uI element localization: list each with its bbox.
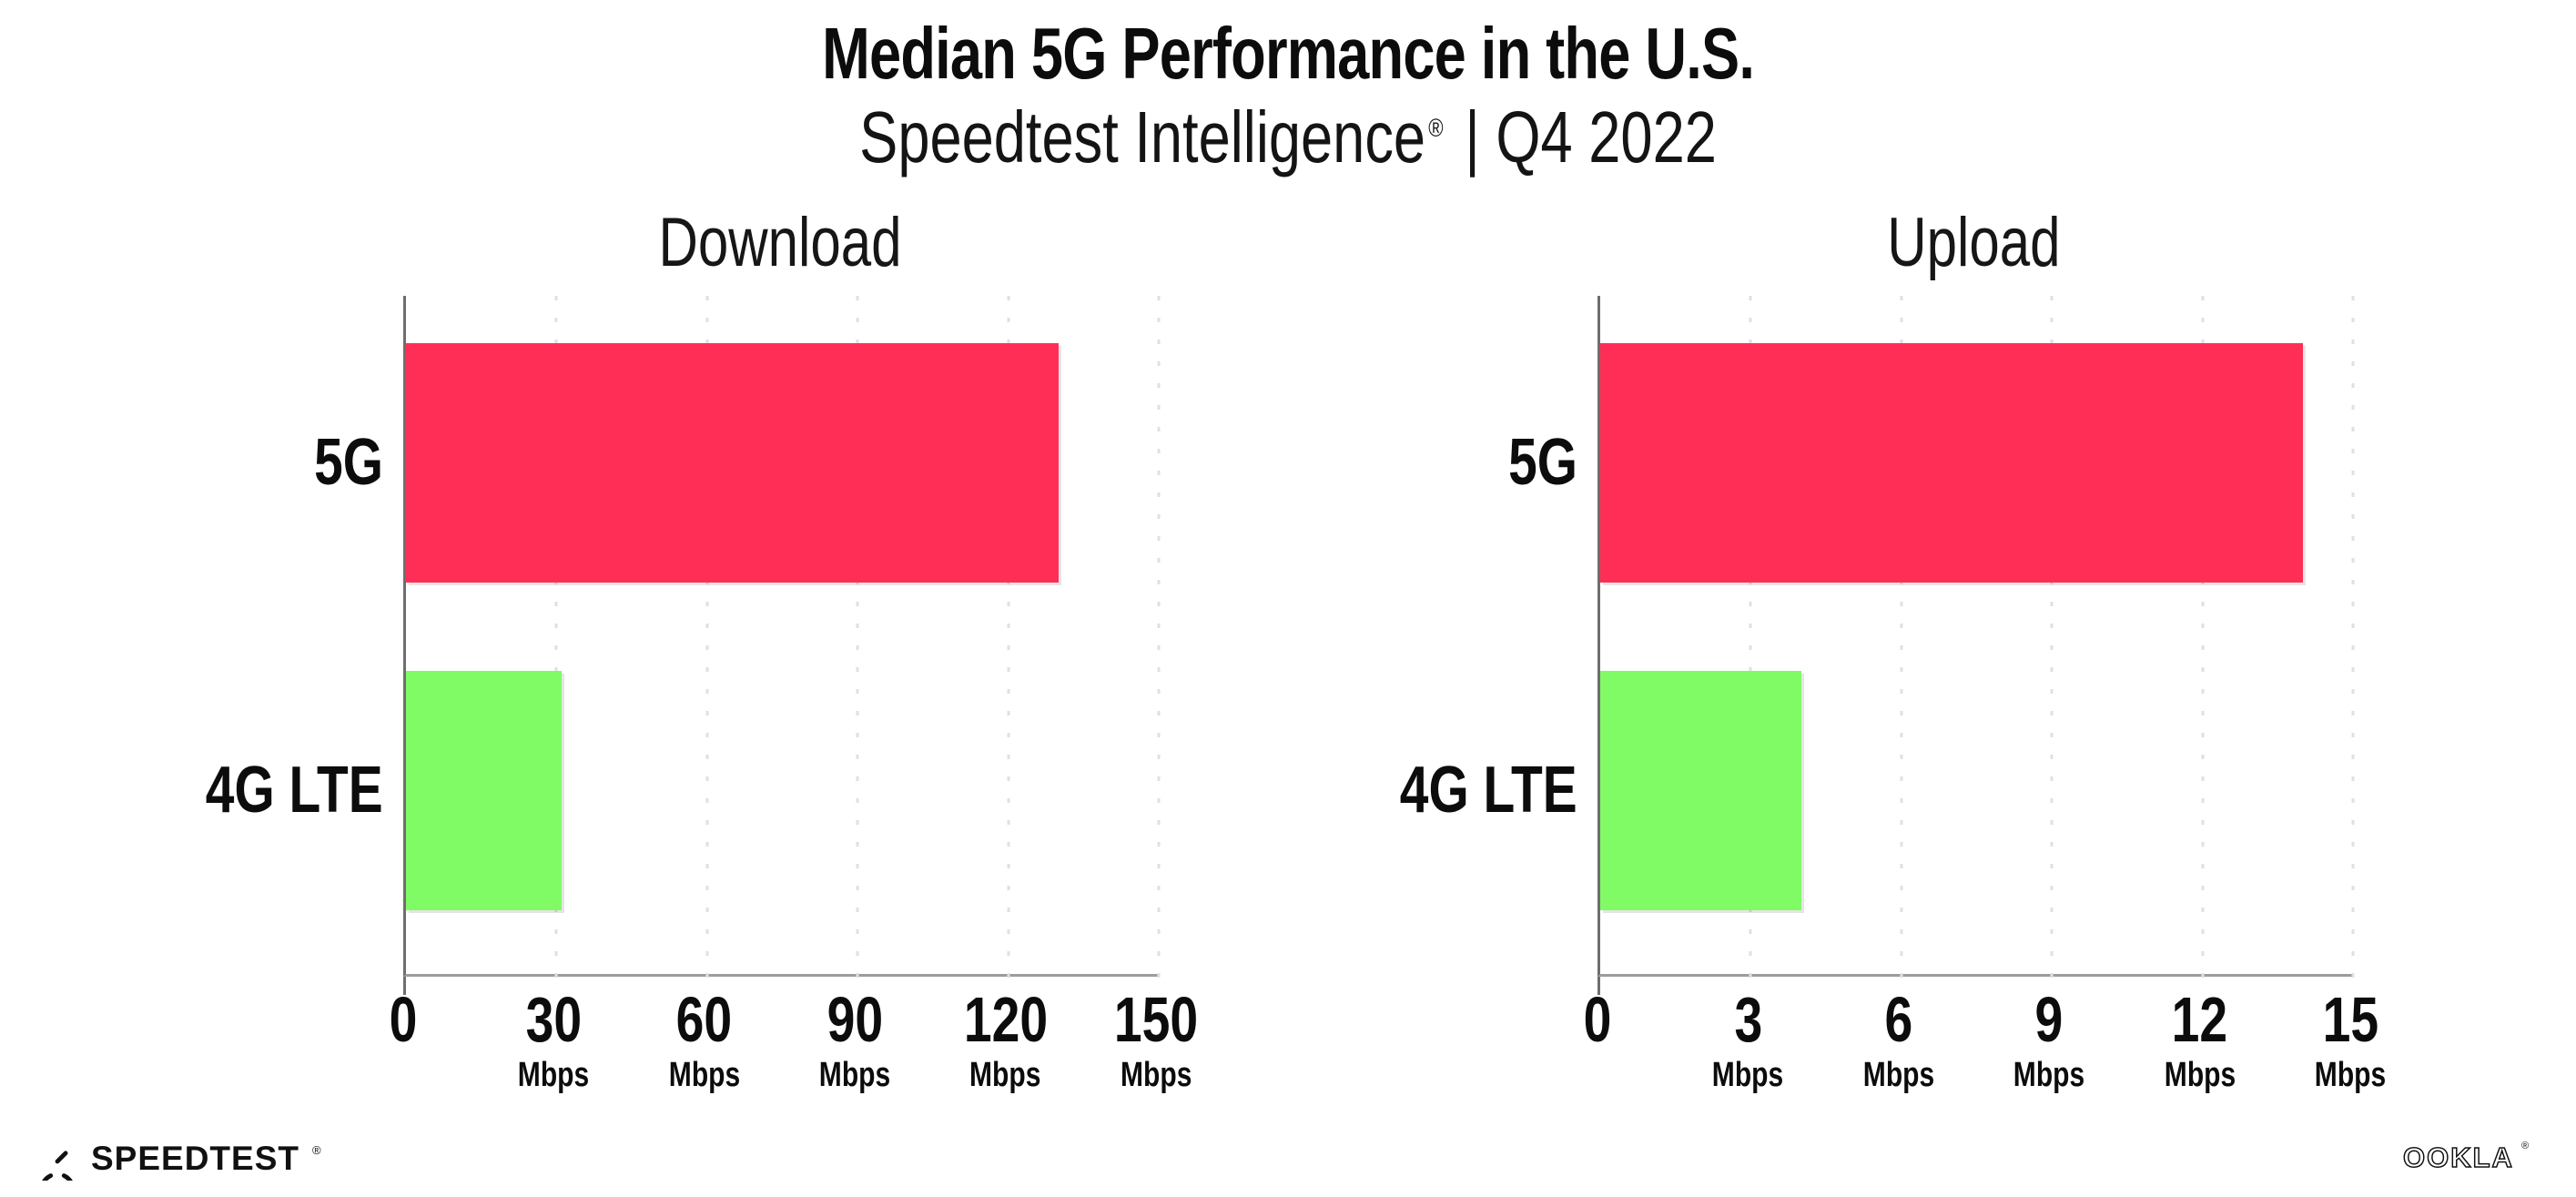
charts-row: Download 5G 4G LTE 0 30 Mbps 60 Mbps 90 Mbps 120 Mb… [0,208,2576,1104]
category-label-text: 4G LTE [1400,754,1577,827]
x-tick-150: 150 Mbps [1103,988,1210,1095]
page-subtitle-text: Speedtest Intelligence ® | Q4 2022 [859,96,1717,178]
x-tick-120: 120 Mbps [952,988,1059,1095]
x-tick-value: 3 [1734,984,1762,1056]
ookla-logo: OOKLA ® [2401,1138,2534,1181]
category-label-5g: 5G [1490,430,1577,495]
subtitle-period: | Q4 2022 [1448,96,1717,178]
page-title-text: Median 5G Performance in the U.S. [821,13,1755,94]
ookla-wordmark-icon: OOKLA ® [2402,1141,2529,1174]
x-tick-unit: Mbps [818,1056,891,1095]
chart-upload: Upload 5G 4G LTE 0 3 Mbps 6 Mbps 9 Mbps 12 Mbps 15 Mb… [1338,208,2387,1104]
footer: SPEEDTEST ® OOKLA ® [36,1138,2534,1181]
gridline [1157,296,1161,996]
x-tick-60: 60 Mbps [659,988,749,1095]
x-tick-unit [386,1057,421,1095]
header: Median 5G Performance in the U.S. Speedt… [0,0,2576,178]
gridline [2201,296,2205,996]
speedtest-logo: SPEEDTEST ® [36,1139,321,1181]
speedtest-gauge-icon [42,1150,73,1181]
x-tick-unit: Mbps [1120,1056,1192,1095]
gridline [1007,296,1010,996]
chart-title-upload: Upload [1597,208,2350,278]
x-tick-unit [1580,1057,1616,1095]
plot-row: 5G 4G LTE [144,296,1161,996]
category-label-5g: 5G [296,430,383,495]
x-tick-15: 15 Mbps [2305,988,2395,1095]
gridline [554,296,558,996]
x-tick-unit: Mbps [668,1056,740,1095]
x-tick-unit: Mbps [1712,1056,1784,1095]
plot-area-download [403,296,1161,996]
category-labels: 5G 4G LTE [144,296,403,977]
x-tick-90: 90 Mbps [810,988,900,1095]
page-subtitle: Speedtest Intelligence ® | Q4 2022 [0,96,2576,178]
x-axis-download: 0 30 Mbps 60 Mbps 90 Mbps 120 Mbps 150 Mbps [390,977,1199,1104]
category-label-4g-lte: 4G LTE [158,757,383,823]
x-tick-value: 9 [2034,984,2064,1056]
page-title: Median 5G Performance in the U.S. [0,13,2576,95]
x-tick-6: 6 Mbps [1853,988,1943,1095]
x-tick-3: 3 Mbps [1703,988,1793,1095]
category-label-4g-lte: 4G LTE [1353,757,1577,823]
x-tick-value: 120 [963,984,1048,1056]
x-tick-value: 60 [676,984,733,1056]
category-label-text: 5G [314,426,383,500]
x-tick-unit: Mbps [2164,1056,2236,1095]
subtitle-brand: Speedtest Intelligence [859,96,1426,178]
category-label-text: 4G LTE [206,754,383,827]
bar-5g-upload [1600,343,2303,583]
category-labels: 5G 4G LTE [1338,296,1597,977]
x-tick-12: 12 Mbps [2155,988,2245,1095]
gridline [705,296,709,996]
chart-title-download: Download [403,208,1156,278]
category-label-text: 5G [1508,426,1577,500]
x-tick-value: 90 [827,984,883,1056]
bar-4g-lte-download [406,671,562,911]
chart-download: Download 5G 4G LTE 0 30 Mbps 60 Mbps 90 Mbps 120 Mb… [144,208,1199,1104]
x-tick-unit: Mbps [2314,1056,2387,1095]
x-tick-value: 6 [1884,984,1913,1056]
x-tick-value: 150 [1113,984,1199,1056]
gridline [856,296,859,996]
bar-5g-download [406,343,1059,583]
plot-area-upload [1597,296,2355,996]
x-tick-unit: Mbps [518,1056,590,1095]
x-tick-30: 30 Mbps [509,988,599,1095]
registered-mark: ® [2521,1141,2529,1151]
x-tick-value: 0 [1583,984,1612,1056]
x-tick-unit: Mbps [969,1056,1041,1095]
x-tick-9: 9 Mbps [2004,988,2094,1095]
x-tick-value: 30 [525,984,583,1056]
x-tick-value: 15 [2322,984,2378,1056]
bar-4g-lte-upload [1600,671,1801,911]
x-tick-value: 0 [389,984,418,1056]
registered-mark: ® [1428,113,1444,142]
x-tick-0: 0 [386,988,421,1095]
gridline [2050,296,2054,996]
plot-row: 5G 4G LTE [1338,296,2355,996]
x-tick-unit: Mbps [1862,1056,1934,1095]
x-tick-unit: Mbps [2013,1056,2085,1095]
x-axis-upload: 0 3 Mbps 6 Mbps 9 Mbps 12 Mbps 15 Mbps [1584,977,2387,1104]
chart-title-text: Download [657,204,902,282]
gridline [2351,296,2355,996]
gridline [1749,296,1752,996]
x-tick-0: 0 [1580,988,1616,1095]
chart-title-text: Upload [1887,204,2061,282]
ookla-wordmark-text: OOKLA [2403,1141,2514,1173]
gridline [1900,296,1903,996]
speedtest-wordmark: SPEEDTEST [91,1139,299,1177]
x-tick-value: 12 [2171,984,2228,1056]
registered-mark: ® [312,1142,321,1157]
